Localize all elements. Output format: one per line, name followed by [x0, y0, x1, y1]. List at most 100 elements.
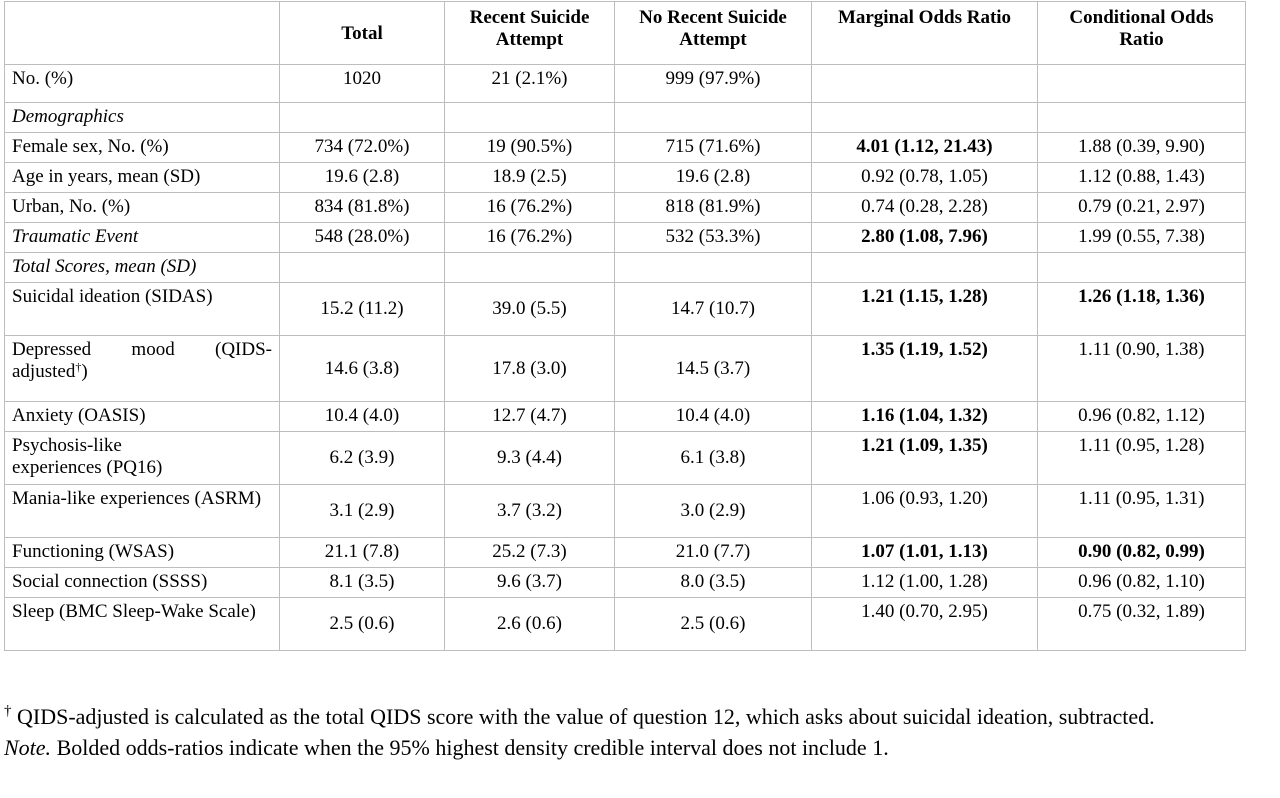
row-label-end: ) [81, 361, 88, 382]
table-footnotes: † QIDS-adjusted is calculated as the tot… [4, 701, 1278, 763]
cell-conditional: 0.90 (0.82, 0.99) [1037, 537, 1246, 568]
cell-recent: 12.7 (4.7) [444, 401, 615, 432]
empty-cell [279, 102, 445, 133]
cell-total: 2.5 (0.6) [279, 597, 445, 651]
cell-marginal: 1.21 (1.09, 1.35) [811, 431, 1038, 485]
row-label: Anxiety (OASIS) [4, 401, 280, 432]
cell-conditional: 1.11 (0.90, 1.38) [1037, 335, 1246, 402]
section-row-scores: Total Scores, mean (SD) [4, 252, 1246, 283]
dagger-mark: † [75, 360, 82, 374]
cell-norecent: 3.0 (2.9) [614, 484, 812, 538]
note-label: Note. [4, 735, 52, 760]
cell-conditional: 1.99 (0.55, 7.38) [1037, 222, 1246, 253]
cell-conditional: 1.26 (1.18, 1.36) [1037, 282, 1246, 336]
cell-recent: 17.8 (3.0) [444, 335, 615, 402]
empty-cell [444, 102, 615, 133]
cell-conditional: 1.11 (0.95, 1.28) [1037, 431, 1246, 485]
table-row: Social connection (SSSS) 8.1 (3.5) 9.6 (… [4, 567, 1246, 598]
row-label: Traumatic Event [4, 222, 280, 253]
cell-recent: 16 (76.2%) [444, 222, 615, 253]
header-conditional-or: Conditional Odds Ratio [1037, 1, 1246, 65]
cell-marginal: 1.16 (1.04, 1.32) [811, 401, 1038, 432]
cell-conditional [1037, 64, 1246, 103]
table-row: Sleep (BMC Sleep-Wake Scale) 2.5 (0.6) 2… [4, 597, 1246, 651]
row-label: Female sex, No. (%) [4, 132, 280, 163]
header-row: Total Recent Suicide Attempt No Recent S… [4, 1, 1246, 65]
cell-recent: 3.7 (3.2) [444, 484, 615, 538]
cell-recent: 21 (2.1%) [444, 64, 615, 103]
cell-recent: 18.9 (2.5) [444, 162, 615, 193]
note-text: Bolded odds-ratios indicate when the 95%… [51, 735, 889, 760]
cell-recent: 2.6 (0.6) [444, 597, 615, 651]
cell-total: 8.1 (3.5) [279, 567, 445, 598]
cell-norecent: 21.0 (7.7) [614, 537, 812, 568]
table-row: Anxiety (OASIS) 10.4 (4.0) 12.7 (4.7) 10… [4, 401, 1246, 432]
header-total: Total [279, 1, 445, 65]
table-row: Female sex, No. (%) 734 (72.0%) 19 (90.5… [4, 132, 1246, 163]
cell-marginal [811, 64, 1038, 103]
cell-total: 21.1 (7.8) [279, 537, 445, 568]
empty-cell [444, 252, 615, 283]
cell-recent: 25.2 (7.3) [444, 537, 615, 568]
empty-cell [614, 252, 812, 283]
cell-marginal: 1.21 (1.15, 1.28) [811, 282, 1038, 336]
cell-conditional: 1.88 (0.39, 9.90) [1037, 132, 1246, 163]
cell-total: 15.2 (11.2) [279, 282, 445, 336]
empty-cell [811, 102, 1038, 133]
section-label: Total Scores, mean (SD) [4, 252, 280, 283]
empty-cell [1037, 102, 1246, 133]
row-label: Social connection (SSSS) [4, 567, 280, 598]
cell-total: 10.4 (4.0) [279, 401, 445, 432]
dagger-mark: † [4, 703, 12, 719]
table-row: Age in years, mean (SD) 19.6 (2.8) 18.9 … [4, 162, 1246, 193]
cell-conditional: 0.79 (0.21, 2.97) [1037, 192, 1246, 223]
empty-cell [279, 252, 445, 283]
table-row: Depressed mood (QIDS-adjusted†) 14.6 (3.… [4, 335, 1246, 402]
cell-recent: 39.0 (5.5) [444, 282, 615, 336]
cell-marginal: 2.80 (1.08, 7.96) [811, 222, 1038, 253]
header-blank [4, 1, 280, 65]
cell-conditional: 1.12 (0.88, 1.43) [1037, 162, 1246, 193]
table-row: Functioning (WSAS) 21.1 (7.8) 25.2 (7.3)… [4, 537, 1246, 568]
cell-conditional: 0.96 (0.82, 1.12) [1037, 401, 1246, 432]
qids-footnote: † QIDS-adjusted is calculated as the tot… [4, 701, 1278, 732]
table-row: Traumatic Event 548 (28.0%) 16 (76.2%) 5… [4, 222, 1246, 253]
cell-norecent: 532 (53.3%) [614, 222, 812, 253]
cell-marginal: 1.06 (0.93, 1.20) [811, 484, 1038, 538]
cell-total: 6.2 (3.9) [279, 431, 445, 485]
row-label: Functioning (WSAS) [4, 537, 280, 568]
table-row: No. (%) 1020 21 (2.1%) 999 (97.9%) [4, 64, 1246, 103]
table-row: Psychosis-like experiences (PQ16) 6.2 (3… [4, 431, 1246, 485]
cell-norecent: 715 (71.6%) [614, 132, 812, 163]
cell-norecent: 818 (81.9%) [614, 192, 812, 223]
cell-norecent: 8.0 (3.5) [614, 567, 812, 598]
cell-total: 834 (81.8%) [279, 192, 445, 223]
row-label: Urban, No. (%) [4, 192, 280, 223]
note-footnote: Note. Bolded odds-ratios indicate when t… [4, 732, 1278, 763]
cell-conditional: 0.75 (0.32, 1.89) [1037, 597, 1246, 651]
table-row: Mania-like experiences (ASRM) 3.1 (2.9) … [4, 484, 1246, 538]
cell-total: 19.6 (2.8) [279, 162, 445, 193]
row-label-text: Depressed mood (QIDS-adjusted [12, 339, 272, 382]
row-label: Age in years, mean (SD) [4, 162, 280, 193]
cell-marginal: 0.92 (0.78, 1.05) [811, 162, 1038, 193]
cell-total: 3.1 (2.9) [279, 484, 445, 538]
cell-norecent: 999 (97.9%) [614, 64, 812, 103]
row-label: Sleep (BMC Sleep-Wake Scale) [4, 597, 280, 651]
row-label: No. (%) [4, 64, 280, 103]
cell-marginal: 1.12 (1.00, 1.28) [811, 567, 1038, 598]
qids-footnote-text: QIDS-adjusted is calculated as the total… [11, 704, 1155, 729]
cell-marginal: 0.74 (0.28, 2.28) [811, 192, 1038, 223]
cell-marginal: 1.07 (1.01, 1.13) [811, 537, 1038, 568]
row-label: Psychosis-like experiences (PQ16) [4, 431, 280, 485]
row-label: Mania-like experiences (ASRM) [4, 484, 280, 538]
section-label: Demographics [4, 102, 280, 133]
cell-recent: 19 (90.5%) [444, 132, 615, 163]
section-row-demographics: Demographics [4, 102, 1246, 133]
results-table: Total Recent Suicide Attempt No Recent S… [4, 1, 1246, 651]
cell-recent: 9.3 (4.4) [444, 431, 615, 485]
cell-norecent: 14.5 (3.7) [614, 335, 812, 402]
empty-cell [614, 102, 812, 133]
cell-total: 548 (28.0%) [279, 222, 445, 253]
